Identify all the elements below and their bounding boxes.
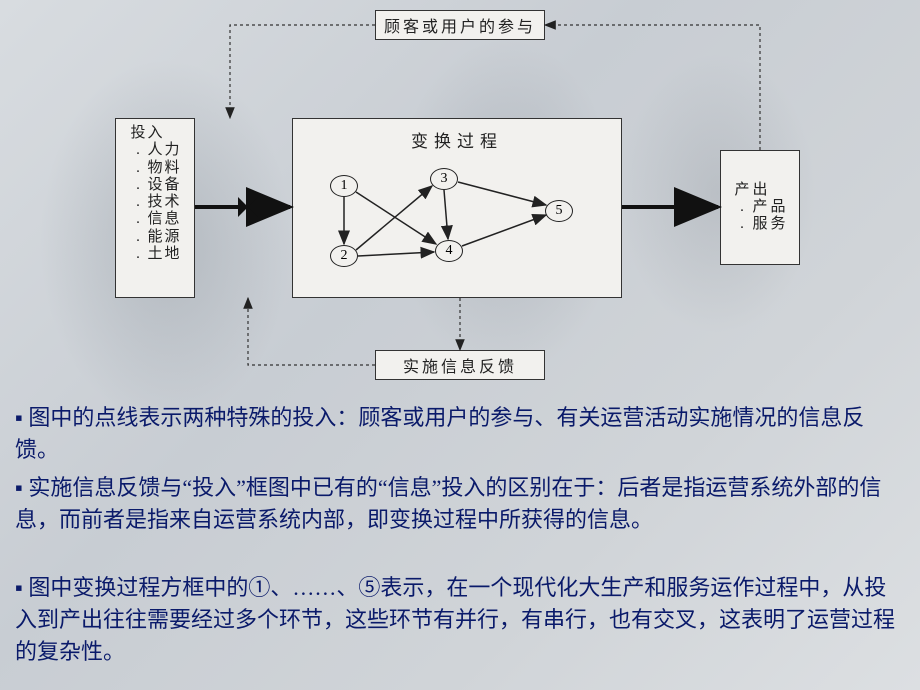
node-1: 1	[330, 175, 358, 197]
output-col3: 品务	[771, 182, 786, 234]
input-box: 投....... 入人物设技信能土 力料备术息源地	[115, 118, 195, 298]
bullet-icon: ▪	[15, 475, 23, 500]
node-2: 2	[330, 245, 358, 267]
output-col2: 出产服	[752, 182, 767, 234]
node-5: 5	[545, 200, 573, 222]
node-5-label: 5	[556, 203, 563, 219]
paragraph-1: ▪ 图中的点线表示两种特殊的投入：顾客或用户的参与、有关运营活动实施情况的信息反…	[15, 402, 905, 466]
node-3: 3	[430, 168, 458, 190]
paragraph-3: ▪ 图中变换过程方框中的①、……、⑤表示，在一个现代化大生产和服务运作过程中，从…	[15, 572, 905, 668]
node-3-label: 3	[441, 171, 448, 187]
paragraph-1-text: 图中的点线表示两种特殊的投入：顾客或用户的参与、有关运营活动实施情况的信息反馈。	[15, 405, 864, 462]
bottom-label-box: 实施信息反馈	[375, 350, 545, 380]
process-title: 变换过程	[411, 127, 503, 152]
paragraph-3-text: 图中变换过程方框中的①、……、⑤表示，在一个现代化大生产和服务运作过程中，从投入…	[15, 575, 895, 664]
output-box: 产.. 出产服 品务	[720, 150, 800, 265]
paragraph-2: ▪ 实施信息反馈与“投入”框图中已有的“信息”投入的区别在于：后者是指运营系统外…	[15, 472, 905, 536]
paragraph-2-text: 实施信息反馈与“投入”框图中已有的“信息”投入的区别在于：后者是指运营系统外部的…	[15, 475, 881, 532]
top-label-text: 顾客或用户的参与	[384, 13, 536, 37]
node-2-label: 2	[341, 248, 348, 264]
bullet-icon: ▪	[15, 405, 23, 430]
bottom-label-text: 实施信息反馈	[403, 353, 517, 377]
output-col1: 产..	[734, 182, 749, 234]
diagram-container: 顾客或用户的参与 实施信息反馈 投....... 入人物设技信能土 力料备术息源…	[0, 0, 920, 400]
input-col3: 力料备术息源地	[165, 125, 180, 263]
input-col2: 入人物设技信能土	[147, 125, 162, 263]
bullet-icon: ▪	[15, 575, 23, 600]
node-4: 4	[435, 240, 463, 262]
input-col1: 投.......	[130, 125, 145, 263]
top-label-box: 顾客或用户的参与	[375, 10, 545, 40]
node-1-label: 1	[341, 178, 348, 194]
node-4-label: 4	[446, 243, 453, 259]
